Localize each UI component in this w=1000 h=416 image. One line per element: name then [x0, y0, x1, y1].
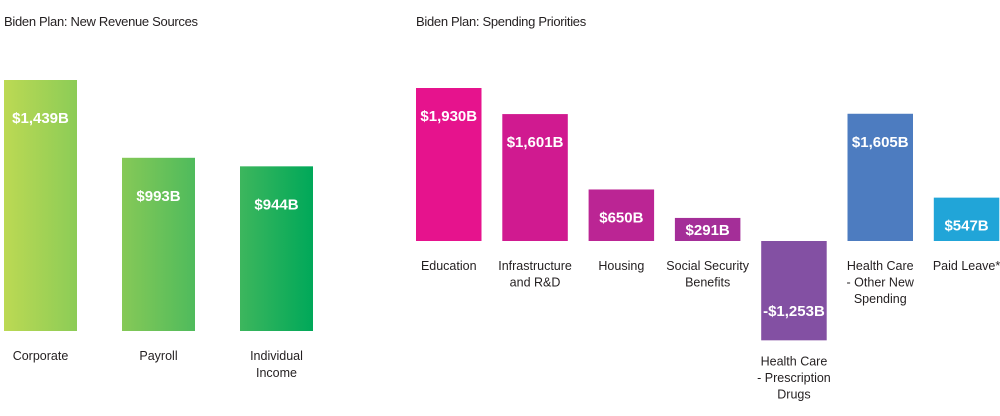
category-label-paid-leave: Paid Leave*: [933, 259, 1000, 273]
bar-health-care-prescription-drugs: [761, 241, 827, 341]
bar-paid-leave: [933, 197, 1000, 241]
category-label-individual-income: Individual Income: [250, 349, 303, 380]
value-label-health-care-prescription-drugs: -$1,253B: [763, 303, 825, 320]
value-label-social-security-benefits: $291B: [686, 222, 730, 239]
bar-housing: [588, 189, 655, 241]
category-label-payroll: Payroll: [139, 349, 177, 363]
category-label-education: Education: [421, 259, 477, 273]
bar-education: [416, 88, 482, 241]
category-label-housing: Housing: [598, 259, 644, 273]
value-label-education: $1,930B: [420, 108, 477, 125]
revenue-bars: $1,439B Corporate $993B Payroll $944B Individ…: [4, 80, 313, 380]
value-label-infrastructure-and-r-d: $1,601B: [507, 134, 564, 151]
bar-infrastructure-and-r-d: [502, 114, 568, 241]
category-label-health-care-prescription-drugs: Health Care - Prescription Drugs: [757, 354, 831, 401]
value-label-housing: $650B: [599, 209, 643, 226]
spending-chart-title: Biden Plan: Spending Priorities: [416, 14, 586, 29]
category-label-infrastructure-and-r-d: Infrastructure and R&D: [498, 259, 572, 290]
value-label-individual-income: $944B: [254, 196, 298, 213]
category-label-corporate: Corporate: [13, 349, 69, 363]
bar-individual-income: [240, 166, 313, 331]
revenue-chart-title: Biden Plan: New Revenue Sources: [4, 14, 198, 29]
value-label-corporate: $1,439B: [12, 110, 69, 127]
category-label-health-care-other-new-spending: Health Care - Other New Spending: [847, 259, 915, 306]
value-label-payroll: $993B: [136, 188, 180, 205]
value-label-paid-leave: $547B: [944, 218, 988, 235]
category-label-social-security-benefits: Social Security Benefits: [666, 259, 749, 290]
spending-bars: $1,930B Education $1,601B Infrastructure and…: [416, 88, 1000, 401]
value-label-health-care-other-new-spending: $1,605B: [852, 134, 909, 151]
bar-payroll: [122, 157, 195, 331]
bar-corporate: [4, 80, 77, 331]
bar-health-care-other-new-spending: [847, 113, 913, 241]
bar-social-security-benefits: [674, 217, 741, 241]
